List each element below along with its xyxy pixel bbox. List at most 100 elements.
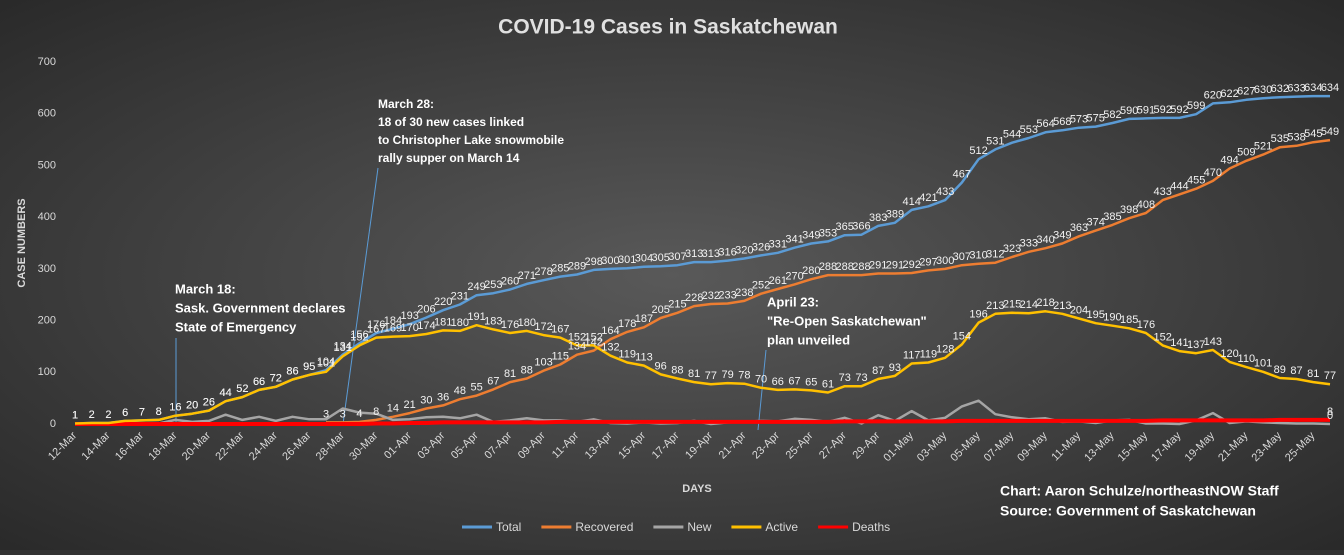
data-label: 544 (1003, 129, 1021, 141)
data-label: 573 (1070, 114, 1088, 126)
annotation: 18 of 30 new cases linked (378, 115, 524, 129)
data-label: 134 (568, 341, 586, 353)
series-line (75, 417, 1330, 426)
data-label: 66 (253, 376, 265, 388)
data-label: 363 (1070, 222, 1088, 234)
data-label: 36 (437, 391, 449, 403)
data-label: 509 (1237, 147, 1255, 159)
annotation: "Re-Open Saskatchewan" (767, 313, 927, 328)
data-label: 167 (551, 324, 569, 336)
data-label: 521 (1254, 140, 1272, 152)
data-label: 117 (903, 349, 921, 361)
data-label: 77 (1324, 370, 1336, 382)
data-label: 549 (1321, 126, 1339, 138)
data-label: 164 (601, 325, 619, 337)
data-label: 93 (889, 362, 901, 374)
data-label: 176 (367, 319, 385, 331)
data-label: 14 (387, 403, 399, 415)
credit: Chart: Aaron Schulze/northeastNOW Staff (1000, 483, 1279, 499)
data-label: 104 (317, 356, 335, 368)
data-label: 408 (1137, 199, 1155, 211)
data-label: 385 (1103, 211, 1121, 223)
data-label: 470 (1204, 167, 1222, 179)
data-label: 134 (334, 341, 352, 353)
data-label: 7 (139, 406, 145, 418)
data-label: 66 (253, 376, 265, 388)
data-label: 141 (1170, 337, 1188, 349)
data-label: 467 (953, 168, 971, 180)
data-label: 2 (105, 409, 111, 421)
data-label: 180 (451, 317, 469, 329)
data-label: 73 (839, 372, 851, 384)
data-label: 291 (869, 259, 887, 271)
data-label: 8 (156, 406, 162, 418)
data-label: 81 (1307, 368, 1319, 380)
data-label: 87 (1290, 365, 1302, 377)
series-line (74, 310, 1331, 425)
data-label: 61 (822, 378, 834, 390)
data-label: 70 (755, 374, 767, 386)
annotation: rally supper on March 14 (378, 151, 520, 165)
data-label: 564 (1036, 118, 1054, 130)
data-label: 191 (467, 311, 485, 323)
data-label: 278 (534, 266, 552, 278)
data-label: 398 (1120, 204, 1138, 216)
data-label: 301 (618, 254, 636, 266)
data-label: 590 (1120, 105, 1138, 117)
x-axis-label: DAYS (682, 483, 712, 495)
data-label: 288 (819, 261, 837, 273)
credit: Source: Government of Saskatchewan (1000, 503, 1256, 519)
data-label: 110 (1238, 353, 1256, 365)
data-label: 320 (735, 244, 753, 256)
data-label: 44 (219, 387, 231, 399)
data-label: 592 (1153, 104, 1171, 116)
data-label: 81 (504, 368, 516, 380)
data-label: 531 (986, 135, 1004, 147)
data-label: 389 (886, 209, 904, 221)
series-line (326, 138, 1331, 424)
data-label: 95 (303, 361, 315, 373)
data-label: 176 (1137, 319, 1155, 331)
data-label: 535 (1271, 133, 1289, 145)
data-label: 101 (1254, 358, 1272, 370)
data-label: 89 (1274, 364, 1286, 376)
data-label: 96 (655, 360, 667, 372)
data-label: 44 (219, 387, 231, 399)
data-label: 231 (451, 290, 469, 302)
data-label: 444 (1170, 180, 1188, 192)
data-label: 349 (802, 229, 820, 241)
data-label: 152 (585, 331, 603, 343)
data-label: 6 (122, 407, 128, 419)
y-axis-label: CASE NUMBERS (16, 198, 28, 287)
data-label: 568 (1053, 116, 1071, 128)
data-label: 575 (1087, 113, 1105, 125)
annotation: Sask. Government declares (175, 300, 346, 315)
data-label: 326 (752, 241, 770, 253)
data-label: 421 (919, 192, 937, 204)
data-label: 494 (1220, 154, 1238, 166)
data-label: 218 (1036, 297, 1054, 309)
data-label: 6 (122, 407, 128, 419)
data-label: 196 (969, 309, 987, 321)
y-tick-label: 700 (38, 56, 56, 68)
data-label: 128 (936, 344, 954, 356)
data-label: 313 (685, 248, 703, 260)
data-label: 305 (651, 252, 669, 264)
data-label: 79 (721, 369, 733, 381)
data-label: 365 (836, 221, 854, 233)
y-tick-label: 0 (50, 418, 56, 430)
data-label: 176 (501, 319, 519, 331)
data-label: 67 (487, 375, 499, 387)
annotation: plan unveiled (767, 332, 850, 347)
y-tick-label: 400 (38, 211, 56, 223)
data-label: 3 (340, 408, 346, 420)
data-label: 152 (1153, 331, 1171, 343)
data-label: 184 (384, 315, 402, 327)
data-label: 113 (635, 351, 653, 363)
data-label: 633 (1287, 83, 1305, 95)
y-tick-label: 200 (38, 314, 56, 326)
data-label: 261 (769, 275, 787, 287)
data-label: 252 (752, 280, 770, 292)
data-label: 86 (286, 365, 298, 377)
data-label: 95 (303, 361, 315, 373)
